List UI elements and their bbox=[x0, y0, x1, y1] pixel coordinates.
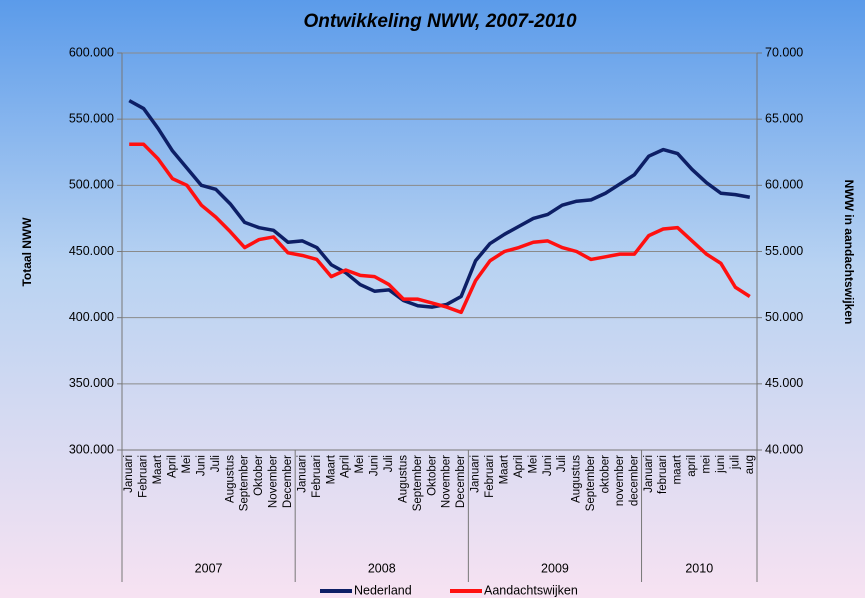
x-tick-label: juli bbox=[729, 455, 741, 470]
x-tick-label: november bbox=[614, 455, 626, 506]
y2-tick-label: 70.000 bbox=[765, 45, 803, 59]
y2-tick-label: 50.000 bbox=[765, 310, 803, 324]
y-tick-label: 350.000 bbox=[69, 376, 114, 390]
x-tick-label: September bbox=[412, 455, 424, 511]
year-label: 2007 bbox=[195, 561, 223, 575]
y2-tick-label: 40.000 bbox=[765, 442, 803, 456]
x-tick-label: Juni bbox=[195, 455, 207, 476]
x-tick-label: November bbox=[268, 455, 280, 508]
x-tick-label: aug bbox=[744, 455, 756, 474]
y-tick-label: 400.000 bbox=[69, 310, 114, 324]
x-tick-label: Augustus bbox=[224, 455, 236, 503]
x-tick-label: April bbox=[340, 455, 352, 478]
x-tick-label: December bbox=[282, 455, 294, 508]
x-tick-label: Februari bbox=[484, 455, 496, 498]
y2-tick-label: 45.000 bbox=[765, 376, 803, 390]
legend-label: Aandachtswijken bbox=[484, 583, 578, 597]
x-tick-label: September bbox=[585, 455, 597, 511]
y2-tick-label: 65.000 bbox=[765, 111, 803, 125]
x-tick-label: Januari bbox=[296, 455, 308, 493]
y-tick-label: 500.000 bbox=[69, 178, 114, 192]
x-tick-label: Mei bbox=[527, 455, 539, 474]
x-tick-label: april bbox=[686, 455, 698, 477]
x-tick-label: Augustus bbox=[571, 455, 583, 503]
y2-tick-label: 55.000 bbox=[765, 244, 803, 258]
x-tick-label: Januari bbox=[470, 455, 482, 493]
y2-axis-title: NWW in aandachtswijken bbox=[842, 180, 856, 325]
x-tick-label: Juli bbox=[383, 455, 395, 472]
chart-title: Ontwikkeling NWW, 2007-2010 bbox=[303, 11, 577, 32]
x-tick-label: Januari bbox=[643, 455, 655, 493]
x-tick-label: Mei bbox=[354, 455, 366, 474]
x-tick-label: Augustus bbox=[397, 455, 409, 503]
x-tick-label: Maart bbox=[325, 454, 337, 484]
x-tick-label: juni bbox=[715, 455, 727, 474]
y-tick-label: 300.000 bbox=[69, 442, 114, 456]
x-tick-label: Februari bbox=[138, 455, 150, 498]
x-tick-label: Juni bbox=[369, 455, 381, 476]
x-tick-label: Maart bbox=[498, 454, 510, 484]
x-tick-label: Mei bbox=[181, 455, 193, 474]
series-line bbox=[129, 142, 751, 315]
x-tick-label: Februari bbox=[311, 455, 323, 498]
year-label: 2008 bbox=[368, 561, 396, 575]
x-tick-label: Oktober bbox=[426, 455, 438, 496]
x-tick-label: oktober bbox=[599, 455, 611, 494]
x-tick-label: Juli bbox=[556, 455, 568, 472]
x-tick-label: Maart bbox=[152, 454, 164, 484]
y-tick-label: 450.000 bbox=[69, 244, 114, 258]
year-label: 2009 bbox=[541, 561, 569, 575]
x-tick-label: November bbox=[441, 455, 453, 508]
x-tick-label: Juni bbox=[542, 455, 554, 476]
x-tick-label: Juli bbox=[210, 455, 222, 472]
x-tick-label: Januari bbox=[123, 455, 135, 493]
x-tick-label: April bbox=[513, 455, 525, 478]
x-tick-label: februari bbox=[657, 455, 669, 494]
y-axis-title: Totaal NWW bbox=[20, 217, 34, 287]
x-tick-label: Oktober bbox=[253, 455, 265, 496]
year-label: 2010 bbox=[685, 561, 713, 575]
y-tick-label: 550.000 bbox=[69, 111, 114, 125]
x-tick-label: April bbox=[167, 455, 179, 478]
x-tick-label: maart bbox=[672, 454, 684, 484]
legend-label: Nederland bbox=[354, 583, 412, 597]
y2-tick-label: 60.000 bbox=[765, 178, 803, 192]
x-tick-label: december bbox=[628, 455, 640, 506]
x-tick-label: September bbox=[239, 455, 251, 511]
y-tick-label: 600.000 bbox=[69, 45, 114, 59]
x-tick-label: mei bbox=[701, 455, 713, 474]
x-tick-label: December bbox=[455, 455, 467, 508]
